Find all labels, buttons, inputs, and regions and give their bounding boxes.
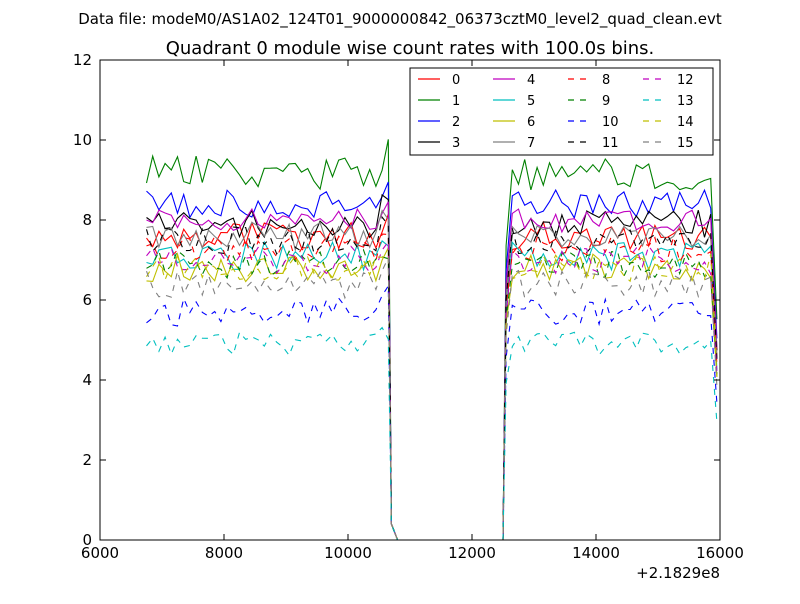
- series-line-14: [146, 253, 718, 541]
- legend-label-0: 0: [452, 73, 460, 88]
- series-line-7: [146, 209, 718, 541]
- series-line-6: [146, 247, 718, 541]
- series-line-15: [145, 257, 718, 541]
- legend-label-14: 14: [677, 115, 694, 130]
- series-line-3: [146, 193, 718, 541]
- legend-label-4: 4: [527, 73, 535, 88]
- legend-label-13: 13: [677, 94, 694, 109]
- legend-label-12: 12: [677, 73, 694, 88]
- y-tick-label: 12: [73, 51, 92, 69]
- series-line-10: [146, 284, 718, 541]
- legend-label-15: 15: [677, 136, 694, 151]
- legend-label-5: 5: [527, 94, 535, 109]
- legend-label-1: 1: [452, 94, 460, 109]
- x-tick-label: 8000: [205, 544, 243, 562]
- series-line-12: [146, 239, 718, 541]
- x-tick-label: 10000: [324, 544, 372, 562]
- y-tick-label: 2: [82, 451, 92, 469]
- x-tick-label: 6000: [81, 544, 119, 562]
- legend-label-7: 7: [527, 136, 535, 151]
- series-line-13: [146, 326, 718, 541]
- series-line-8: [146, 233, 718, 541]
- suptitle: Data file: modeM0/AS1A02_124T01_90000008…: [78, 10, 722, 29]
- series-line-4: [146, 201, 718, 541]
- legend-label-10: 10: [602, 115, 619, 130]
- chart-title: Quadrant 0 module wise count rates with …: [166, 38, 655, 59]
- legend-label-11: 11: [602, 136, 619, 151]
- series-line-1: [145, 139, 718, 541]
- x-tick-label: 12000: [448, 544, 496, 562]
- legend-label-9: 9: [602, 94, 610, 109]
- y-tick-label: 4: [82, 371, 92, 389]
- series-line-9: [146, 248, 718, 541]
- legend-label-6: 6: [527, 115, 535, 130]
- legend-label-2: 2: [452, 115, 460, 130]
- legend-label-8: 8: [602, 73, 610, 88]
- y-tick-label: 8: [82, 211, 92, 229]
- y-tick-label: 0: [82, 531, 92, 549]
- x-tick-label: 14000: [572, 544, 620, 562]
- series-line-5: [146, 240, 718, 541]
- series-line-2: [146, 181, 718, 541]
- legend-label-3: 3: [452, 136, 460, 151]
- y-tick-label: 10: [73, 131, 92, 149]
- plot-area: [145, 139, 718, 541]
- legend-box: [409, 67, 714, 156]
- y-tick-label: 6: [82, 291, 92, 309]
- series-line-0: [146, 214, 718, 541]
- x-offset-label: +2.1829e8: [636, 564, 720, 582]
- x-tick-label: 16000: [696, 544, 744, 562]
